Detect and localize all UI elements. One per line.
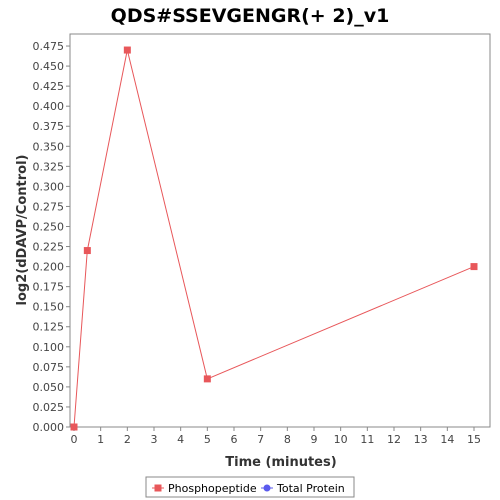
y-tick-label: 0.075 [33, 361, 65, 374]
data-point [123, 46, 131, 54]
x-tick-label: 9 [311, 433, 318, 446]
y-axis: 0.000 0.025 0.050 0.075 0.100 0.125 0.150 0.175… [33, 40, 70, 434]
y-tick-label: 0.400 [33, 100, 65, 113]
y-tick-label: 0.375 [33, 120, 65, 133]
y-tick-label: 0.175 [33, 281, 65, 294]
legend: Phosphopeptide Total Protein [145, 476, 355, 498]
series-layer [70, 46, 478, 431]
x-tick-label: 1 [97, 433, 104, 446]
x-axis: 0 1 2 3 4 5 6 7 8 9 10 11 12 13 14 15 [71, 427, 481, 446]
y-tick-label: 0.450 [33, 60, 65, 73]
y-tick-label: 0.325 [33, 160, 65, 173]
legend-circle-marker [263, 484, 271, 492]
x-tick-label: 15 [467, 433, 481, 446]
x-tick-label: 5 [204, 433, 211, 446]
y-tick-label: 0.275 [33, 200, 65, 213]
legend-items: Phosphopeptide Total Protein [152, 482, 345, 495]
y-tick-label: 0.050 [33, 381, 65, 394]
y-tick-label: 0.425 [33, 80, 65, 93]
legend-box [145, 476, 355, 498]
x-tick-label: 2 [124, 433, 131, 446]
data-point [470, 263, 478, 271]
y-tick-label: 0.350 [33, 140, 65, 153]
x-tick-label: 0 [71, 433, 78, 446]
x-tick-label: 3 [151, 433, 158, 446]
data-point [83, 247, 91, 255]
y-tick-label: 0.100 [33, 341, 65, 354]
y-tick-label: 0.250 [33, 220, 65, 233]
x-tick-label: 13 [414, 433, 428, 446]
x-tick-label: 12 [387, 433, 401, 446]
y-tick-label: 0.475 [33, 40, 65, 53]
legend-label: Total Protein [276, 482, 345, 495]
x-tick-label: 8 [284, 433, 291, 446]
data-point [70, 423, 78, 431]
y-tick-label: 0.300 [33, 180, 65, 193]
x-tick-label: 6 [231, 433, 238, 446]
x-tick-label: 4 [177, 433, 184, 446]
x-tick-label: 7 [257, 433, 264, 446]
x-tick-label: 10 [334, 433, 348, 446]
y-axis-label: log2(dDAVP/Control) [15, 155, 30, 306]
chart-title: QDS#SSEVGENGR(+ 2)_v1 [111, 5, 390, 27]
plot-area [69, 33, 491, 428]
y-tick-label: 0.200 [33, 261, 65, 274]
x-tick-label: 14 [440, 433, 454, 446]
x-axis-label: Time (minutes) [225, 455, 336, 470]
x-tick-label: 11 [360, 433, 374, 446]
legend-label: Phosphopeptide [168, 482, 257, 495]
y-tick-label: 0.125 [33, 321, 65, 334]
y-tick-label: 0.000 [33, 421, 65, 434]
y-tick-label: 0.225 [33, 241, 65, 254]
y-tick-label: 0.150 [33, 301, 65, 314]
y-tick-label: 0.025 [33, 401, 65, 414]
legend-square-marker [154, 484, 162, 492]
data-point [203, 375, 211, 383]
